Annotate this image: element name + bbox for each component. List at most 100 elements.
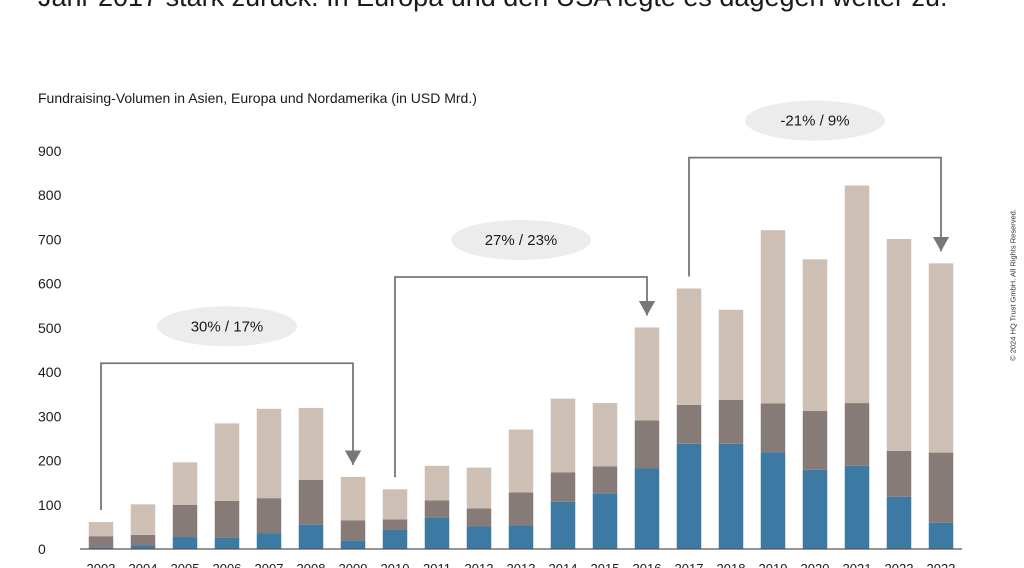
bar-segment [130,534,156,546]
bar-segment [802,259,828,412]
bar-segment [508,492,534,526]
bar-segment [172,462,198,505]
bar-segment [844,403,870,466]
y-tick-label: 300 [38,408,62,424]
bar-segment [844,465,870,549]
bar-segment [88,536,114,548]
bar-segment [802,469,828,549]
bar-segment [382,519,408,530]
bar-segment [298,407,324,481]
x-tick-label: 2019 [759,561,788,568]
bar-segment [802,411,828,470]
x-tick-label: 2015 [591,561,620,568]
x-tick-label: 2009 [339,561,368,568]
bar-segment [466,508,492,527]
bar-segment [424,500,450,518]
x-tick-label: 2018 [717,561,746,568]
bar-segment [592,403,618,467]
bar-segment [88,522,114,537]
bar-segment [760,403,786,453]
annotation-label: -21% / 9% [780,113,849,130]
bar-segment [256,408,282,499]
bar-segment [550,472,576,502]
bar-segment [886,239,912,451]
x-tick-label: 2022 [885,561,914,568]
y-tick-label: 800 [38,187,62,203]
bar-segment [718,443,744,549]
bar-segment [634,468,660,549]
chart-title: Fundraising-Volumen in Asien, Europa und… [38,90,477,106]
bar-segment [886,450,912,497]
bar-segment [172,504,198,538]
x-tick-label: 2014 [549,561,578,568]
bar-segment [676,443,702,549]
y-tick-label: 0 [38,541,46,557]
bar-segment [676,288,702,405]
x-tick-label: 2012 [465,561,494,568]
bar-segment [214,423,240,501]
x-tick-label: 2004 [129,561,158,568]
bar-segment [424,517,450,549]
y-tick-label: 100 [38,497,62,513]
x-tick-label: 2006 [213,561,242,568]
bar-segment [130,545,156,549]
bar-segment [424,465,450,501]
bar-segment [760,230,786,404]
y-tick-label: 400 [38,364,62,380]
bar-segment [550,501,576,549]
y-tick-label: 500 [38,320,62,336]
y-tick-label: 900 [38,143,62,159]
bar-segment [256,498,282,534]
bar-segment [214,500,240,538]
bar-segment [844,185,870,404]
bar-segment [760,452,786,549]
bar-segment [88,547,114,549]
x-tick-label: 2021 [843,561,872,568]
bar-segment [508,429,534,493]
x-tick-label: 2023 [927,561,956,568]
bar-segment [928,452,954,523]
bar-segment [466,467,492,509]
bar-segment [634,327,660,421]
y-tick-label: 700 [38,231,62,247]
bar-segment [550,398,576,473]
bar-segment [508,525,534,549]
annotation-bracket [100,362,362,511]
bar-segment [214,537,240,549]
annotation-label: 27% / 23% [485,232,558,249]
y-tick-label: 600 [38,276,62,292]
bar-segment [928,263,954,453]
annotation-bracket [688,156,950,277]
bar-segment [298,480,324,525]
x-tick-label: 2010 [381,561,410,568]
x-tick-label: 2008 [297,561,326,568]
bar-segment [718,399,744,444]
annotation-bubble [157,306,297,347]
bar-segment [928,522,954,549]
bar-segment [382,529,408,549]
bar-segment [592,466,618,494]
bar-segment [340,540,366,549]
bar-segment [676,404,702,444]
y-tick-label: 200 [38,453,62,469]
x-tick-label: 2016 [633,561,662,568]
headline-text: Jahr 2017 stark zurück. In Europa und de… [38,0,948,13]
bar-segment [634,420,660,469]
x-tick-label: 2013 [507,561,536,568]
bar-segment [466,526,492,549]
annotation-bracket [394,276,656,478]
bar-segment [886,496,912,549]
bar-segment [718,309,744,400]
bar-segment [130,504,156,535]
x-tick-label: 2005 [171,561,200,568]
x-tick-label: 2007 [255,561,284,568]
x-tick-label: 2020 [801,561,830,568]
bar-segment [298,524,324,549]
annotation-bubble [451,220,591,261]
bar-segment [592,493,618,549]
bar-segment [382,489,408,520]
x-tick-label: 2017 [675,561,704,568]
annotation-label: 30% / 17% [191,318,264,335]
bar-segment [340,476,366,521]
